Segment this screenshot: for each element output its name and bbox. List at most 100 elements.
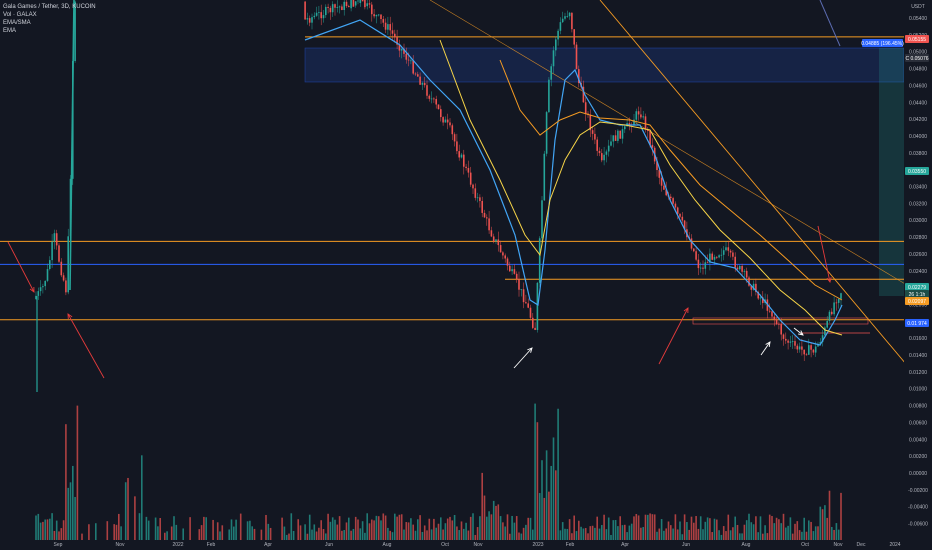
volume-bar [127,477,129,540]
volume-bar [389,530,391,540]
price-tick: 0.05000 [909,50,927,56]
time-axis[interactable]: Sep Nov 2022 Feb Apr Jun Aug Oct Nov 2023 Feb Apr Ju… [54,542,901,548]
legend-ema-sma[interactable]: EMA/SMA [3,20,31,26]
price-tick: 0.04200 [909,117,927,123]
volume-bar [819,506,822,540]
volume-bar [734,516,736,540]
candle-body [419,76,421,85]
volume-bar [483,495,486,540]
price-tick: 0.02000 [909,302,927,308]
price-tick: 0.02600 [909,252,927,258]
volume-bar [288,533,290,540]
volume-bar [444,523,447,540]
volume-bar [755,516,757,540]
volume-bar [387,527,389,540]
volume-bar [495,505,497,540]
candle-body [440,109,442,118]
ema-slow-line [499,59,843,301]
volume-bar [216,522,219,540]
volume-bar [814,526,817,540]
volume-bar [200,525,203,540]
price-tick: 0.04000 [909,134,927,140]
volume-bar [311,529,313,540]
volume-bar [709,518,711,540]
candle-body [564,16,566,19]
volume-bar [568,519,571,540]
candle-body [697,259,700,269]
price-tick: 0.04400 [909,100,927,106]
volume-bar [442,529,444,540]
candle-body [479,197,481,201]
volume-bar [566,528,569,540]
volume-bar [536,422,539,540]
volume-bar [612,520,615,540]
legend-symbol[interactable]: Gala Games / Tether, 3D, KUCOIN [3,4,96,10]
candle-body [380,14,382,20]
candle-body [352,0,355,7]
volume-bar [727,514,730,540]
volume-bar [768,514,771,540]
volume-bar [134,496,136,540]
arrow-red-4 [817,225,831,283]
volume-bar [656,531,658,540]
legend-ema[interactable]: EMA [3,28,17,34]
volume-bar [690,516,693,540]
volume-bar [808,520,810,540]
volume-bar [785,527,787,540]
candle-body [469,172,472,185]
volume-bar [364,532,366,540]
volume-bar [371,519,373,540]
candle-body [522,289,525,303]
candle-body [474,188,477,198]
candle-body [55,233,58,246]
volume-bar [235,519,237,540]
candle-body [62,275,65,281]
volume-bar [141,455,143,540]
candle-body [647,129,649,131]
candle-body [538,238,541,283]
volume-bar [497,504,500,540]
candle-body [543,153,546,201]
candle-body [410,60,412,62]
candle-body [814,346,817,353]
candle-body [670,196,672,199]
volume-bar [164,532,166,540]
candle-body [343,1,345,10]
volume-bar [771,516,773,540]
price-tick: -0.00400 [908,505,928,511]
volume-bar [513,522,516,540]
legend-volume[interactable]: Vol · GALAX [3,12,37,18]
candle-body [322,15,325,19]
candle-body [649,130,651,145]
volume-bar [453,515,456,540]
volume-bar [481,472,483,540]
volume-bar [667,521,670,540]
volume-bar [265,514,267,540]
candle-body [789,341,792,343]
candle-body [359,0,362,3]
price-axis[interactable]: USDT0.054000.052000.050000.048000.046000… [861,0,932,550]
volume-bar [446,518,449,540]
time-tick: Apr [621,542,629,548]
volume-bar [449,516,451,540]
candle-body [755,283,757,292]
volume-bar [803,517,805,540]
candle-body [502,252,504,256]
volume-bar [283,526,286,540]
volume-bar [817,526,819,540]
candle-body [51,241,53,261]
candle-body [460,154,463,158]
candle-body [389,24,391,31]
price-tick: 0.03800 [909,151,927,157]
tag-orange: 0.02097 [908,299,926,305]
candle-body [377,14,380,16]
candle-body [368,3,371,5]
candle-body [633,119,635,126]
candle-body [812,349,815,353]
volume-bar [373,520,375,540]
candle-body [762,297,764,304]
volume-bar [299,525,302,540]
candle-body [407,59,410,61]
